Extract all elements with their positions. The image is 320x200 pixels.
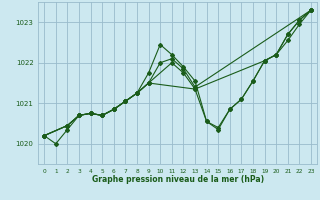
X-axis label: Graphe pression niveau de la mer (hPa): Graphe pression niveau de la mer (hPa) <box>92 175 264 184</box>
